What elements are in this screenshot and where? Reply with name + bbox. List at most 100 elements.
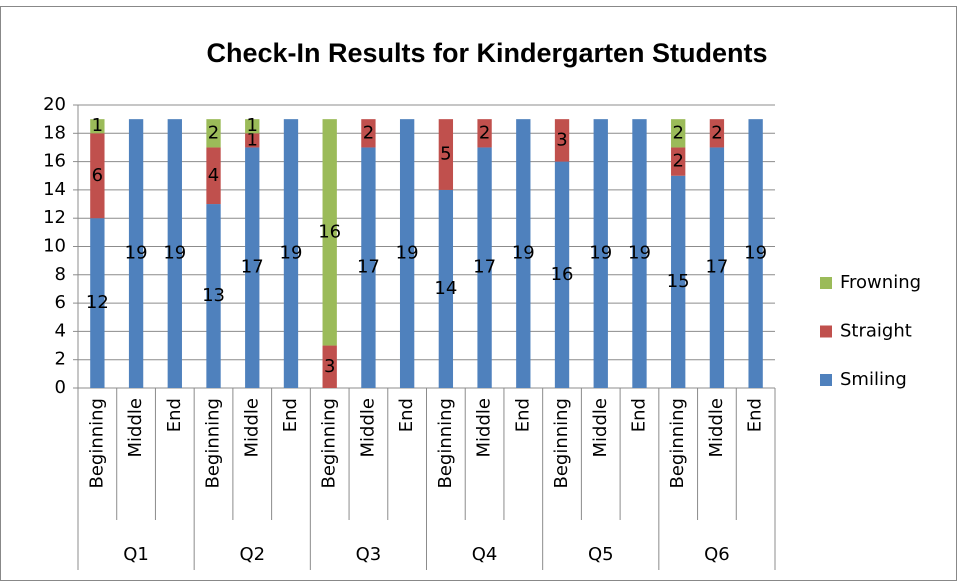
x-tick-label: Beginning: [86, 398, 107, 489]
bar-segment: [128, 119, 144, 389]
bar-segment: [206, 204, 221, 388]
y-tick-label: 2: [55, 349, 66, 370]
data-label: 5: [440, 144, 451, 165]
x-tick-label: Beginning: [667, 398, 688, 489]
bar-segment: [90, 133, 105, 219]
data-label: 1: [247, 129, 258, 150]
data-label: 1: [92, 115, 103, 136]
group-label: Q6: [704, 544, 730, 565]
x-tick-label: Middle: [474, 398, 495, 457]
bar-segment: [90, 218, 105, 388]
bar-segment: [516, 119, 531, 389]
bar-segment: [593, 119, 608, 389]
legend-swatch: [820, 277, 832, 289]
data-label: 2: [711, 122, 722, 143]
bar-segment: [283, 119, 299, 389]
data-label: 2: [363, 122, 374, 143]
data-label: 3: [556, 129, 567, 150]
data-label: 17: [357, 257, 380, 278]
x-tick-label: Middle: [590, 398, 611, 457]
bar-segment: [361, 119, 376, 148]
x-tick-label: Beginning: [551, 398, 572, 489]
data-label: 2: [208, 122, 219, 143]
group-label: Q3: [356, 544, 382, 565]
bar-segment: [438, 189, 454, 388]
bar-segment: [322, 119, 337, 346]
data-label: 3: [324, 356, 335, 377]
data-label: 13: [202, 285, 225, 306]
group-label: Q2: [239, 544, 265, 565]
bar-segment: [748, 119, 763, 389]
y-tick-label: 10: [43, 236, 66, 257]
bar-segment: [90, 119, 105, 134]
data-label: 19: [125, 243, 148, 264]
bar-segment: [477, 119, 492, 148]
data-label: 4: [208, 165, 219, 186]
bar-segment: [477, 147, 492, 388]
data-label: 2: [479, 122, 490, 143]
data-label: 2: [672, 122, 683, 143]
x-tick-label: End: [396, 398, 417, 432]
data-label: 12: [86, 292, 109, 313]
x-tick-label: End: [628, 398, 649, 432]
y-tick-label: 6: [55, 292, 66, 313]
legend-label: Smiling: [840, 369, 907, 390]
group-label: Q4: [472, 544, 498, 565]
bar-segment: [671, 147, 686, 176]
bar-segment: [632, 119, 647, 389]
bar-segment: [206, 119, 221, 148]
y-tick-label: 20: [43, 94, 66, 115]
y-tick-label: 8: [55, 264, 66, 285]
y-tick-label: 0: [55, 377, 66, 398]
x-tick-label: End: [512, 398, 533, 432]
data-label: 19: [744, 243, 767, 264]
x-tick-label: Beginning: [435, 398, 456, 489]
bar-segment: [245, 133, 260, 148]
x-tick-label: Middle: [357, 398, 378, 457]
bar-segment: [709, 119, 725, 148]
bar-segment: [245, 147, 260, 388]
legend-swatch: [820, 374, 832, 386]
x-tick-label: Beginning: [319, 398, 340, 489]
bar-segment: [167, 119, 182, 389]
legend-label: Frowning: [840, 272, 921, 293]
data-label: 19: [589, 243, 612, 264]
y-tick-label: 16: [43, 151, 66, 172]
x-tick-label: End: [164, 398, 185, 432]
data-label: 17: [473, 257, 496, 278]
bar-segment: [438, 119, 454, 190]
x-tick-label: Middle: [241, 398, 262, 457]
data-label: 16: [551, 264, 574, 285]
bar-segment: [671, 119, 686, 148]
legend-label: Straight: [840, 321, 912, 342]
y-tick-label: 12: [43, 207, 66, 228]
bar-segment: [554, 119, 570, 162]
bar-segment: [361, 147, 376, 388]
bar-segment: [554, 161, 570, 388]
bar-segment: [709, 147, 725, 388]
legend-swatch: [820, 325, 832, 338]
data-label: 19: [163, 243, 186, 264]
data-label: 2: [672, 151, 683, 172]
x-tick-label: Middle: [125, 398, 146, 457]
bar-segment: [206, 147, 221, 205]
data-label: 17: [705, 257, 728, 278]
x-tick-label: Beginning: [203, 398, 224, 489]
data-label: 16: [318, 221, 341, 242]
y-tick-label: 14: [43, 179, 66, 200]
group-label: Q5: [588, 544, 614, 565]
data-label: 19: [628, 243, 651, 264]
data-label: 1: [247, 115, 258, 136]
data-label: 19: [512, 243, 535, 264]
y-tick-label: 18: [43, 122, 66, 143]
data-label: 15: [667, 271, 690, 292]
bar-segment: [671, 175, 686, 388]
bar-segment: [245, 119, 260, 134]
data-label: 19: [280, 243, 303, 264]
bar-segment: [399, 119, 415, 389]
x-tick-label: Middle: [706, 398, 727, 457]
x-tick-label: End: [280, 398, 301, 432]
chart-title: Check-In Results for Kindergarten Studen…: [206, 38, 767, 68]
data-label: 6: [92, 165, 103, 186]
